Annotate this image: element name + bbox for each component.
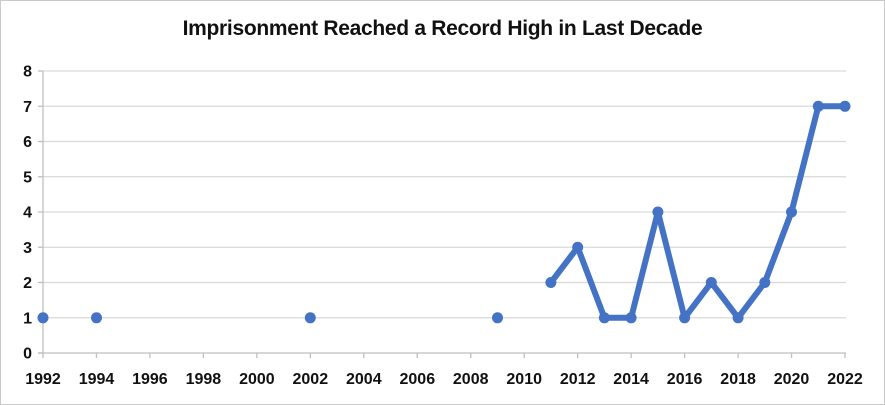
x-tick-label: 2000 — [239, 371, 275, 388]
data-point-marker — [572, 241, 584, 253]
data-point-marker — [545, 277, 557, 288]
y-tick-label: 7 — [23, 99, 32, 116]
data-point-marker — [304, 312, 316, 324]
data-point-marker — [759, 277, 771, 288]
data-point-marker — [91, 312, 102, 324]
y-tick-label: 1 — [23, 310, 32, 327]
x-tick-label: 2018 — [720, 371, 756, 388]
data-point-marker — [625, 312, 637, 324]
data-point-marker — [598, 312, 610, 324]
data-point-marker — [679, 312, 691, 324]
data-point-marker — [786, 206, 797, 218]
data-point-marker — [812, 100, 824, 112]
data-point-marker — [652, 206, 664, 218]
x-tick-label: 2002 — [293, 371, 329, 388]
data-point-marker — [705, 277, 717, 288]
x-tick-label: 1992 — [25, 371, 61, 388]
data-point-marker — [37, 312, 49, 324]
x-tick-label: 1996 — [132, 371, 168, 388]
x-tick-label: 2020 — [774, 371, 810, 388]
data-point-marker — [492, 312, 503, 324]
x-tick-label: 2012 — [560, 371, 596, 388]
y-tick-label: 3 — [23, 240, 32, 257]
y-tick-label: 8 — [23, 64, 32, 81]
y-tick-label: 4 — [23, 205, 32, 222]
y-tick-label: 5 — [23, 169, 32, 186]
y-tick-label: 6 — [23, 134, 32, 151]
x-tick-label: 2016 — [667, 371, 703, 388]
x-tick-label: 2014 — [613, 371, 649, 388]
data-point-marker — [732, 312, 744, 324]
x-tick-label: 2010 — [506, 371, 542, 388]
x-tick-label: 1994 — [79, 371, 115, 388]
x-tick-label: 2006 — [400, 371, 436, 388]
x-tick-label: 2004 — [346, 371, 382, 388]
y-tick-label: 0 — [23, 346, 32, 363]
x-tick-label: 1998 — [186, 371, 222, 388]
chart-title: Imprisonment Reached a Record High in La… — [182, 17, 703, 40]
y-tick-label: 2 — [23, 275, 32, 292]
data-series-line — [547, 103, 848, 321]
x-tick-label: 2022 — [827, 371, 863, 388]
data-point-marker — [839, 100, 851, 112]
x-tick-label: 2008 — [453, 371, 489, 388]
